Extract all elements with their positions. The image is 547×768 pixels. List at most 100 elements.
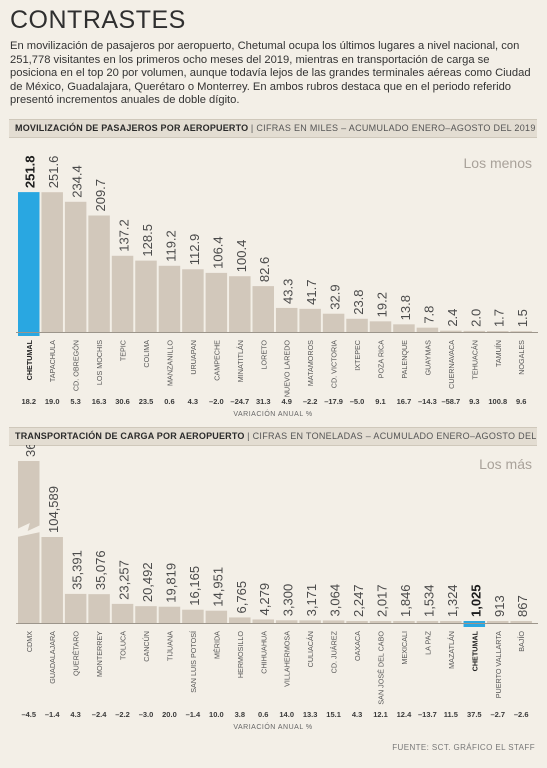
bar <box>252 286 274 332</box>
value-label: 2,017 <box>375 584 390 617</box>
bar <box>64 201 87 332</box>
category-label: CD. JUÁREZ <box>330 630 339 673</box>
category-label: OAXACA <box>353 631 362 661</box>
value-label: 137.2 <box>117 219 132 252</box>
category-label: MINATITLÁN <box>236 340 245 382</box>
category-label: LA PAZ <box>423 630 432 654</box>
variation-label: 14.0 <box>279 710 294 719</box>
variation-label: 23.5 <box>139 397 154 406</box>
bar <box>252 619 274 623</box>
bar <box>510 621 532 623</box>
bar <box>158 606 181 623</box>
axis-break <box>17 523 41 538</box>
value-label: 1,025 <box>468 584 483 617</box>
value-label: 23.8 <box>351 289 366 314</box>
passengers-chart-title: MOVILIZACIÓN DE PASAJEROS POR AEROPUERTO <box>15 123 249 133</box>
value-label: 43.3 <box>281 279 296 304</box>
category-label: MAZATLÁN <box>447 631 456 669</box>
bar <box>64 593 87 623</box>
bar <box>510 331 532 332</box>
value-label: 128.5 <box>140 224 155 257</box>
value-label: 41.7 <box>304 280 319 305</box>
category-label: CHIHUAHUA <box>259 631 268 674</box>
value-label: 35,076 <box>93 550 108 590</box>
category-label: LOS MOCHIS <box>95 340 104 385</box>
value-label: 1.5 <box>515 309 530 327</box>
variation-label: 12.4 <box>397 710 412 719</box>
bar <box>18 192 40 332</box>
category-label: CAMPECHE <box>212 340 221 381</box>
category-label: GUADALAJARA <box>48 631 57 684</box>
value-label: 3,300 <box>281 584 296 617</box>
variation-label: –2.7 <box>490 710 505 719</box>
category-label: CHETUMAL <box>25 339 34 380</box>
value-label: 6,765 <box>234 581 249 614</box>
highlight-marker <box>18 333 40 336</box>
value-label: 251.8 <box>23 156 38 189</box>
bar <box>463 330 486 332</box>
category-label: TOLUCA <box>119 631 128 660</box>
category-label: CHETUMAL <box>470 630 479 671</box>
variation-label: 3.8 <box>235 710 245 719</box>
value-label: 19,819 <box>163 563 178 603</box>
cargo-chart-subtitle: CIFRAS EN TONELADAS – ACUMULADO ENERO–AG… <box>252 431 537 441</box>
bar <box>135 606 157 623</box>
variation-label: –2.2 <box>115 710 130 719</box>
value-label: 13.8 <box>398 295 413 320</box>
variation-label: 31.3 <box>256 397 271 406</box>
variation-label: 20.0 <box>162 710 177 719</box>
bar <box>41 537 63 623</box>
variation-label: –1.4 <box>45 710 60 719</box>
value-label: 234.4 <box>70 165 85 198</box>
value-label: 19.2 <box>375 292 390 317</box>
bar <box>88 594 110 623</box>
bar <box>41 192 63 332</box>
category-label: MEXICALI <box>400 631 409 665</box>
variation-label: –2.2 <box>303 397 318 406</box>
category-label: TEPIC <box>119 340 128 361</box>
source-note: FUENTE: SCT. GRÁFICO EL STAFF <box>392 743 535 752</box>
intro-paragraph: En movilización de pasajeros por aeropue… <box>10 40 531 107</box>
value-label: 1.7 <box>492 309 507 327</box>
highlight-marker <box>463 624 486 627</box>
variation-label: –3.0 <box>139 710 154 719</box>
variation-label: –24.7 <box>230 397 249 406</box>
variation-label: 9.1 <box>375 397 385 406</box>
value-label: 100.4 <box>234 240 249 273</box>
category-label: SAN LUIS POTOSÍ <box>189 631 198 693</box>
category-label: VILLAHERMOSA <box>283 631 292 687</box>
variation-label: –4.5 <box>21 710 36 719</box>
variation-label: 10.0 <box>209 710 224 719</box>
variation-label: –5.0 <box>350 397 365 406</box>
bar <box>299 620 321 623</box>
variation-label: 12.1 <box>373 710 388 719</box>
value-label: 2,247 <box>351 584 366 617</box>
corner-label: Los más <box>479 456 532 472</box>
variation-label: 37.5 <box>467 710 482 719</box>
variation-label: 4.3 <box>188 397 198 406</box>
category-label: CULIACÁN <box>306 631 315 667</box>
variation-label: –13.7 <box>418 710 437 719</box>
variation-label: 0.6 <box>258 710 268 719</box>
variation-label: –2.4 <box>92 710 107 719</box>
category-label: POZA RICA <box>377 340 386 379</box>
variation-label: 30.6 <box>115 397 130 406</box>
variation-label: –14.3 <box>418 397 437 406</box>
bar <box>487 621 509 623</box>
category-label: CANCÚN <box>142 631 151 662</box>
bar <box>275 307 298 332</box>
passengers-chart-subtitle: CIFRAS EN MILES – ACUMULADO ENERO–AGOSTO… <box>256 123 536 133</box>
value-label: 4,279 <box>257 583 272 616</box>
value-label: 1,324 <box>445 584 460 617</box>
value-label: 7.8 <box>421 306 436 324</box>
bar <box>158 265 181 332</box>
category-label: NOGALES <box>517 340 526 375</box>
value-label: 14,951 <box>210 567 225 607</box>
category-label: PALENQUE <box>400 340 409 379</box>
category-label: MÉRIDA <box>212 631 221 659</box>
value-label: 106.4 <box>210 236 225 269</box>
value-label: 363,324 <box>23 445 38 457</box>
category-label: TEHUACÁN <box>470 340 479 380</box>
cargo-chart-header: TRANSPORTACIÓN DE CARGA POR AEROPUERTO |… <box>9 427 537 446</box>
passengers-bar-chart: Los menos 251.8 CHETUMAL 18.2 251.6 TAPACHULA… <box>16 155 538 418</box>
